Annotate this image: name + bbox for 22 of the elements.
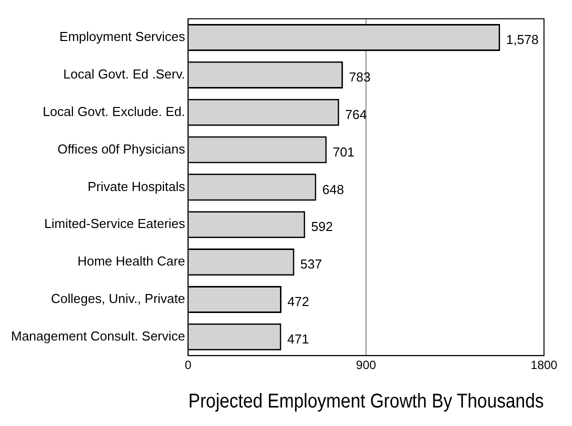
data-label: 592	[311, 219, 333, 234]
y-tick-label: Limited-Service Eateries	[44, 216, 186, 232]
data-label: 783	[348, 70, 371, 85]
x-tick-label: 900	[356, 358, 376, 372]
y-tick-label: Local Govt. Exclude. Ed.	[42, 104, 186, 119]
y-tick-label: Home Health Care	[77, 254, 186, 269]
y-tick-label: Employment Services	[59, 29, 186, 44]
y-tick-label: Offices o0f Physicians	[57, 141, 186, 156]
data-label: 472	[287, 294, 310, 310]
x-tick-label: 1800	[530, 358, 558, 372]
data-label: 764	[345, 106, 367, 122]
data-label: 471	[287, 331, 309, 346]
y-tick-label: Local Govt. Ed .Serv.	[63, 66, 186, 82]
data-label: 1,578	[506, 32, 539, 48]
y-tick-label: Colleges, Univ., Private	[50, 291, 186, 306]
y-tick-label: Management Consult. Service	[10, 328, 186, 344]
data-label: 701	[332, 144, 354, 160]
data-label: 648	[322, 182, 344, 197]
data-label: 537	[300, 256, 322, 272]
x-tick-label: 0	[184, 358, 192, 372]
y-tick-label: Private Hospitals	[88, 178, 186, 194]
x-axis-title: Projected Employment Growth By Thousands	[188, 389, 544, 412]
